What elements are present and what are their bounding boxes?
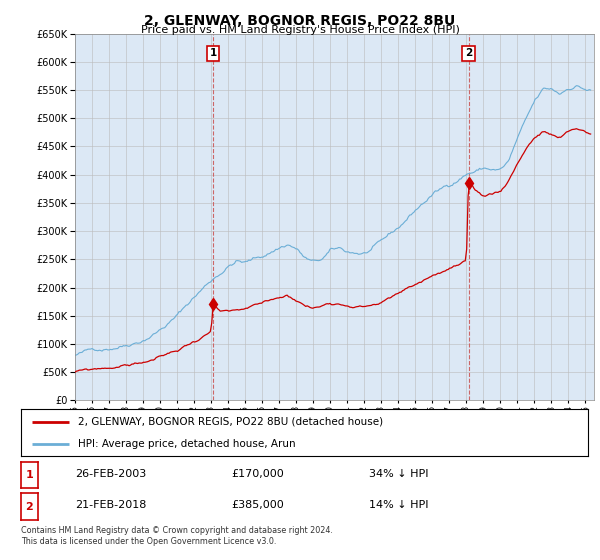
Text: £385,000: £385,000 bbox=[231, 500, 284, 510]
Text: Price paid vs. HM Land Registry's House Price Index (HPI): Price paid vs. HM Land Registry's House … bbox=[140, 25, 460, 35]
Text: 2, GLENWAY, BOGNOR REGIS, PO22 8BU (detached house): 2, GLENWAY, BOGNOR REGIS, PO22 8BU (deta… bbox=[78, 417, 383, 427]
Text: 1: 1 bbox=[209, 48, 217, 58]
Text: 2: 2 bbox=[465, 48, 472, 58]
Text: HPI: Average price, detached house, Arun: HPI: Average price, detached house, Arun bbox=[78, 438, 295, 449]
Text: 21-FEB-2018: 21-FEB-2018 bbox=[75, 500, 146, 510]
Text: 1: 1 bbox=[26, 470, 33, 480]
Text: 14% ↓ HPI: 14% ↓ HPI bbox=[369, 500, 428, 510]
Text: Contains HM Land Registry data © Crown copyright and database right 2024.
This d: Contains HM Land Registry data © Crown c… bbox=[21, 526, 333, 546]
Text: £170,000: £170,000 bbox=[231, 469, 284, 479]
Text: 34% ↓ HPI: 34% ↓ HPI bbox=[369, 469, 428, 479]
Text: 2: 2 bbox=[26, 502, 33, 511]
Text: 2, GLENWAY, BOGNOR REGIS, PO22 8BU: 2, GLENWAY, BOGNOR REGIS, PO22 8BU bbox=[145, 14, 455, 28]
Text: 26-FEB-2003: 26-FEB-2003 bbox=[75, 469, 146, 479]
